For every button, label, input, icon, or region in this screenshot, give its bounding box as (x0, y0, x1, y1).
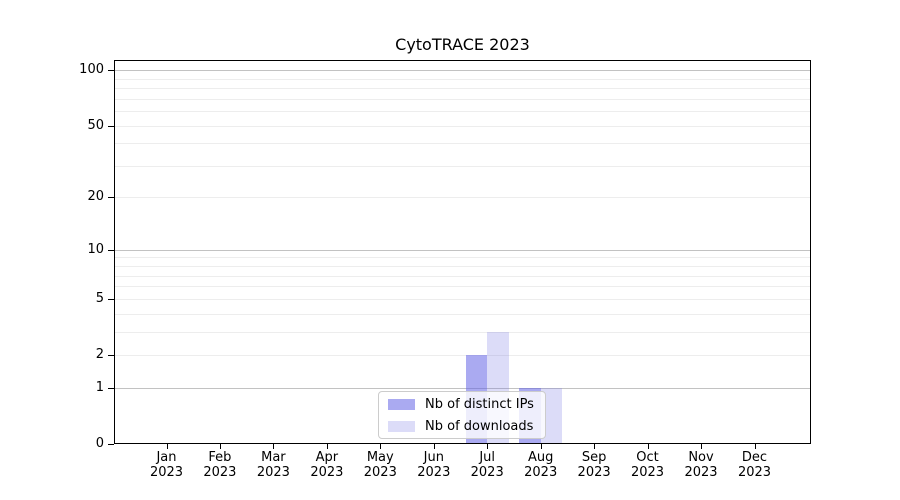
minor-gridline (114, 88, 811, 89)
major-gridline (114, 250, 811, 251)
y-tick-mark (108, 355, 114, 356)
y-tick-mark (108, 444, 114, 445)
x-tick-mark (166, 444, 168, 449)
minor-gridline (114, 197, 811, 198)
x-tick-mark (540, 444, 542, 449)
minor-gridline (114, 111, 811, 112)
legend-item-distinct-ips: Nb of distinct IPs (388, 397, 536, 412)
x-tick-label: Oct 2023 (630, 450, 665, 480)
plot-area-border (114, 60, 811, 444)
minor-gridline (114, 79, 811, 80)
legend: Nb of distinct IPs Nb of downloads (378, 391, 546, 439)
bar-downloads-aug (540, 387, 563, 444)
y-tick-label: 0 (95, 436, 104, 451)
legend-label-distinct-ips: Nb of distinct IPs (425, 396, 534, 412)
y-tick-label: 100 (79, 62, 104, 77)
minor-gridline (114, 299, 811, 300)
minor-gridline (114, 257, 811, 258)
minor-gridline (114, 143, 811, 144)
x-tick-label: Aug 2023 (524, 450, 558, 480)
y-tick-label: 50 (87, 118, 104, 133)
chart-title: CytoTRACE 2023 (395, 35, 530, 54)
major-gridline (114, 70, 811, 71)
x-tick-mark (326, 444, 328, 449)
minor-gridline (114, 126, 811, 127)
y-tick-mark (108, 126, 114, 127)
x-tick-label: Apr 2023 (310, 450, 344, 480)
x-tick-label: Sep 2023 (577, 450, 611, 480)
legend-item-downloads: Nb of downloads (388, 419, 536, 434)
x-tick-mark (433, 444, 435, 449)
y-tick-mark (108, 250, 114, 251)
x-tick-mark (219, 444, 221, 449)
x-tick-label: May 2023 (363, 450, 397, 480)
minor-gridline (114, 276, 811, 277)
legend-swatch-downloads (388, 420, 415, 432)
x-tick-label: Nov 2023 (684, 450, 718, 480)
y-tick-label: 2 (95, 347, 104, 362)
x-tick-label: Jan 2023 (149, 450, 184, 480)
minor-gridline (114, 332, 811, 333)
x-tick-mark (647, 444, 649, 449)
legend-swatch-distinct-ips (388, 398, 415, 410)
x-tick-label: Mar 2023 (256, 450, 290, 480)
minor-gridline (114, 166, 811, 167)
y-tick-mark (108, 70, 114, 71)
x-tick-label: Jun 2023 (417, 450, 451, 480)
major-gridline (114, 388, 811, 389)
y-tick-label: 10 (87, 242, 104, 257)
x-tick-label: Dec 2023 (737, 450, 772, 480)
y-tick-mark (108, 197, 114, 198)
x-tick-label: Jul 2023 (470, 450, 504, 480)
x-tick-label: Feb 2023 (203, 450, 237, 480)
minor-gridline (114, 266, 811, 267)
minor-gridline (114, 355, 811, 356)
x-tick-mark (754, 444, 756, 449)
x-tick-mark (273, 444, 275, 449)
minor-gridline (114, 314, 811, 315)
x-tick-mark (380, 444, 382, 449)
x-tick-mark (594, 444, 596, 449)
legend-label-downloads: Nb of downloads (425, 418, 534, 434)
minor-gridline (114, 286, 811, 287)
x-tick-mark (701, 444, 702, 449)
minor-gridline (114, 99, 811, 100)
y-tick-mark (108, 388, 114, 389)
y-tick-label: 1 (95, 380, 104, 395)
y-tick-label: 5 (95, 291, 104, 306)
x-tick-mark (487, 444, 489, 449)
y-tick-mark (108, 299, 114, 300)
y-tick-label: 20 (87, 189, 104, 204)
